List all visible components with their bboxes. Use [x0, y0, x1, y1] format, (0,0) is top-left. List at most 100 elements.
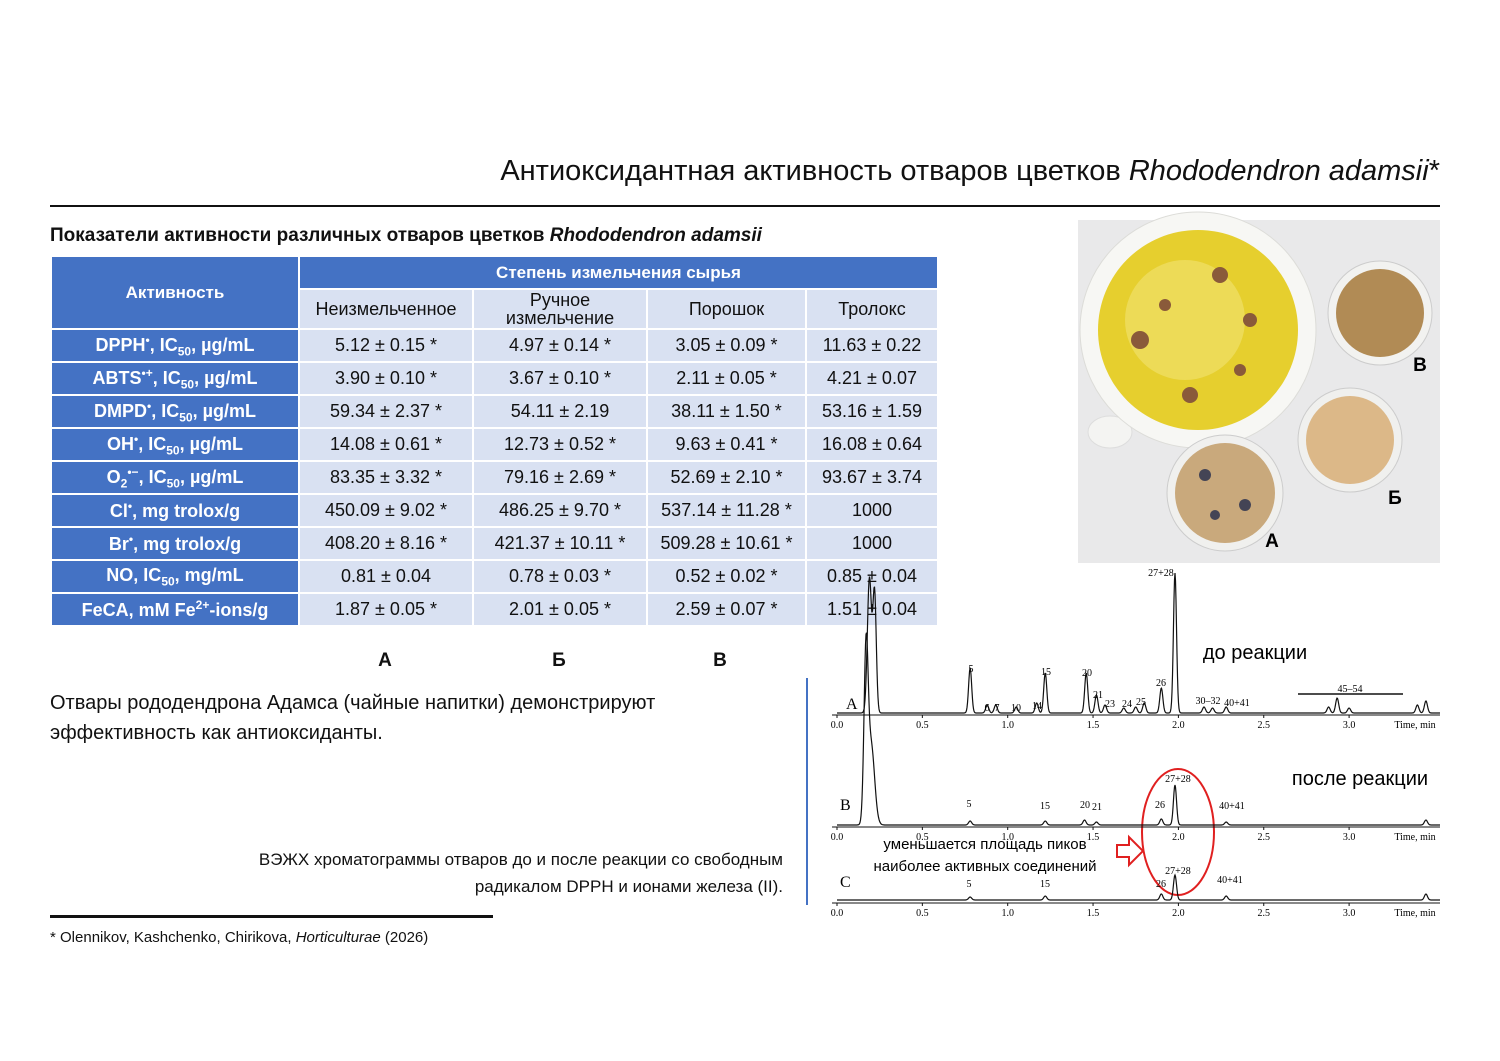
row-label: Cl•, mg trolox/g: [50, 493, 300, 528]
value-cell: 3.05 ± 0.09 *: [646, 328, 807, 363]
value-cell: 0.81 ± 0.04: [298, 559, 474, 594]
value-cell: 4.21 ± 0.07: [805, 361, 939, 396]
peak-label: 30–32: [1196, 696, 1221, 707]
annotation: наиболее активных соединений: [873, 858, 1096, 875]
text-part: Cl: [109, 501, 128, 521]
peak-label: 15: [1041, 667, 1051, 678]
value-cell: 14.08 ± 0.61 *: [298, 427, 474, 462]
tick-label: 2.0: [1172, 832, 1185, 843]
peak-label: 7: [995, 703, 1000, 714]
text-part: , IC: [151, 400, 180, 421]
tick-label: 3.0: [1343, 908, 1356, 919]
title-rule: [50, 205, 1440, 207]
peak-label: 15: [1040, 879, 1050, 890]
text-part: •: [147, 398, 152, 413]
value-cell: 93.67 ± 3.74: [805, 460, 939, 495]
peak-label: 15: [1040, 801, 1050, 812]
value-cell: 1.87 ± 0.05 *: [298, 592, 474, 627]
peak-label: 5: [967, 799, 972, 810]
title-end: *: [1428, 155, 1440, 187]
text-part: 50: [177, 344, 192, 359]
text-part: (2026): [380, 929, 429, 946]
text-part: , µg/mL: [191, 334, 255, 355]
title-text: Антиоксидантная активность отваров цветк…: [500, 155, 1129, 187]
value-cell: 509.28 ± 10.61 *: [646, 526, 807, 561]
column-header: Порошок: [646, 288, 807, 330]
slide-title: Антиоксидантная активность отваров цветк…: [500, 155, 1440, 188]
column-header: Тролокс: [805, 288, 939, 330]
column-header: Ручное измельчение: [472, 288, 648, 330]
row-label: Br•, mg trolox/g: [50, 526, 300, 561]
text-part: , µg/mL: [192, 400, 256, 421]
value-cell: 0.85 ± 0.04: [805, 559, 939, 594]
tick-label: 2.5: [1258, 832, 1271, 843]
value-cell: 5.12 ± 0.15 *: [298, 328, 474, 363]
text-part: O: [106, 466, 121, 487]
value-cell: 4.97 ± 0.14 *: [472, 328, 648, 363]
column-header: Неизмельченное: [298, 288, 474, 330]
tick-label: 0.0: [831, 720, 844, 731]
text-part: , µg/mL: [194, 367, 258, 388]
peak-label: 27+28: [1165, 774, 1191, 785]
value-cell: 83.35 ± 3.32 *: [298, 460, 474, 495]
text-part: 50: [180, 377, 195, 392]
text-part: , mg trolox/g: [132, 501, 241, 521]
tick-label: 2.5: [1258, 908, 1271, 919]
text-part: NO, IC: [106, 564, 162, 585]
tick-label: 1.0: [1001, 832, 1014, 843]
peak-label: 23: [1105, 699, 1115, 710]
text-part: , mg trolox/g: [133, 534, 242, 554]
text-part: , µg/mL: [179, 466, 244, 487]
peak-label: 14: [1032, 701, 1042, 712]
text-part: * Olennikov, Kashchenko, Chirikova,: [50, 929, 296, 946]
text-part: , IC: [149, 334, 178, 355]
value-cell: 2.11 ± 0.05 *: [646, 361, 807, 396]
trace-label: B: [840, 797, 851, 814]
peak-label: 26: [1155, 800, 1165, 811]
trace: [837, 632, 1440, 826]
axis-label: Time, min: [1394, 720, 1435, 731]
table-caption: Показатели активности различных отваров …: [50, 225, 762, 247]
text-part: DMPD: [94, 400, 148, 421]
text-part: FeCA, mM Fe: [81, 600, 196, 620]
peak-label: 25: [1136, 697, 1146, 708]
peak-label: 27+28: [1165, 866, 1191, 877]
value-cell: 2.59 ± 0.07 *: [646, 592, 807, 627]
value-cell: 421.37 ± 10.11 *: [472, 526, 648, 561]
peak-label: 10: [1011, 703, 1021, 714]
value-cell: 3.67 ± 0.10 *: [472, 361, 648, 396]
peak-label: 5: [969, 664, 974, 675]
value-cell: 59.34 ± 2.37 *: [298, 394, 474, 429]
arrow: [1116, 834, 1145, 868]
tick-label: 2.0: [1172, 908, 1185, 919]
chromatogram: A B C до реакции после реакции уменьшает…: [831, 568, 1440, 919]
value-cell: 38.11 ± 1.50 *: [646, 394, 807, 429]
peak-label: 21: [1092, 802, 1102, 813]
value-cell: 450.09 ± 9.02 *: [298, 493, 474, 528]
text-part: •: [128, 532, 134, 546]
text-part: , mg/mL: [174, 564, 244, 585]
value-cell: 2.01 ± 0.05 *: [472, 592, 648, 627]
text-part: Br: [108, 534, 129, 554]
value-cell: 0.52 ± 0.02 *: [646, 559, 807, 594]
value-cell: 9.63 ± 0.41 *: [646, 427, 807, 462]
trace: [837, 572, 1440, 714]
peak-label: 24: [1122, 699, 1132, 710]
tick-label: 0.5: [916, 908, 929, 919]
activity-table: Активность Степень измельчения сырья Неиз…: [50, 255, 939, 627]
text-part: , µg/mL: [179, 433, 243, 454]
text-part: 50: [166, 443, 180, 458]
value-cell: 1000: [805, 493, 939, 528]
row-label: FeCA, mM Fe2+-ions/g: [50, 592, 300, 627]
row-label: NO, IC50, mg/mL: [50, 559, 300, 594]
value-cell: 537.14 ± 11.28 *: [646, 493, 807, 528]
text-part: 50: [161, 574, 175, 589]
text-part: , IC: [152, 367, 181, 388]
value-cell: 3.90 ± 0.10 *: [298, 361, 474, 396]
annotation: уменьшается площадь пиков: [883, 836, 1086, 853]
peak-label: 45–54: [1338, 684, 1363, 695]
text-part: , IC: [138, 466, 167, 487]
photo-label: Б: [1388, 488, 1402, 509]
tick-label: 0.5: [916, 832, 929, 843]
tick-label: 1.5: [1087, 832, 1100, 843]
